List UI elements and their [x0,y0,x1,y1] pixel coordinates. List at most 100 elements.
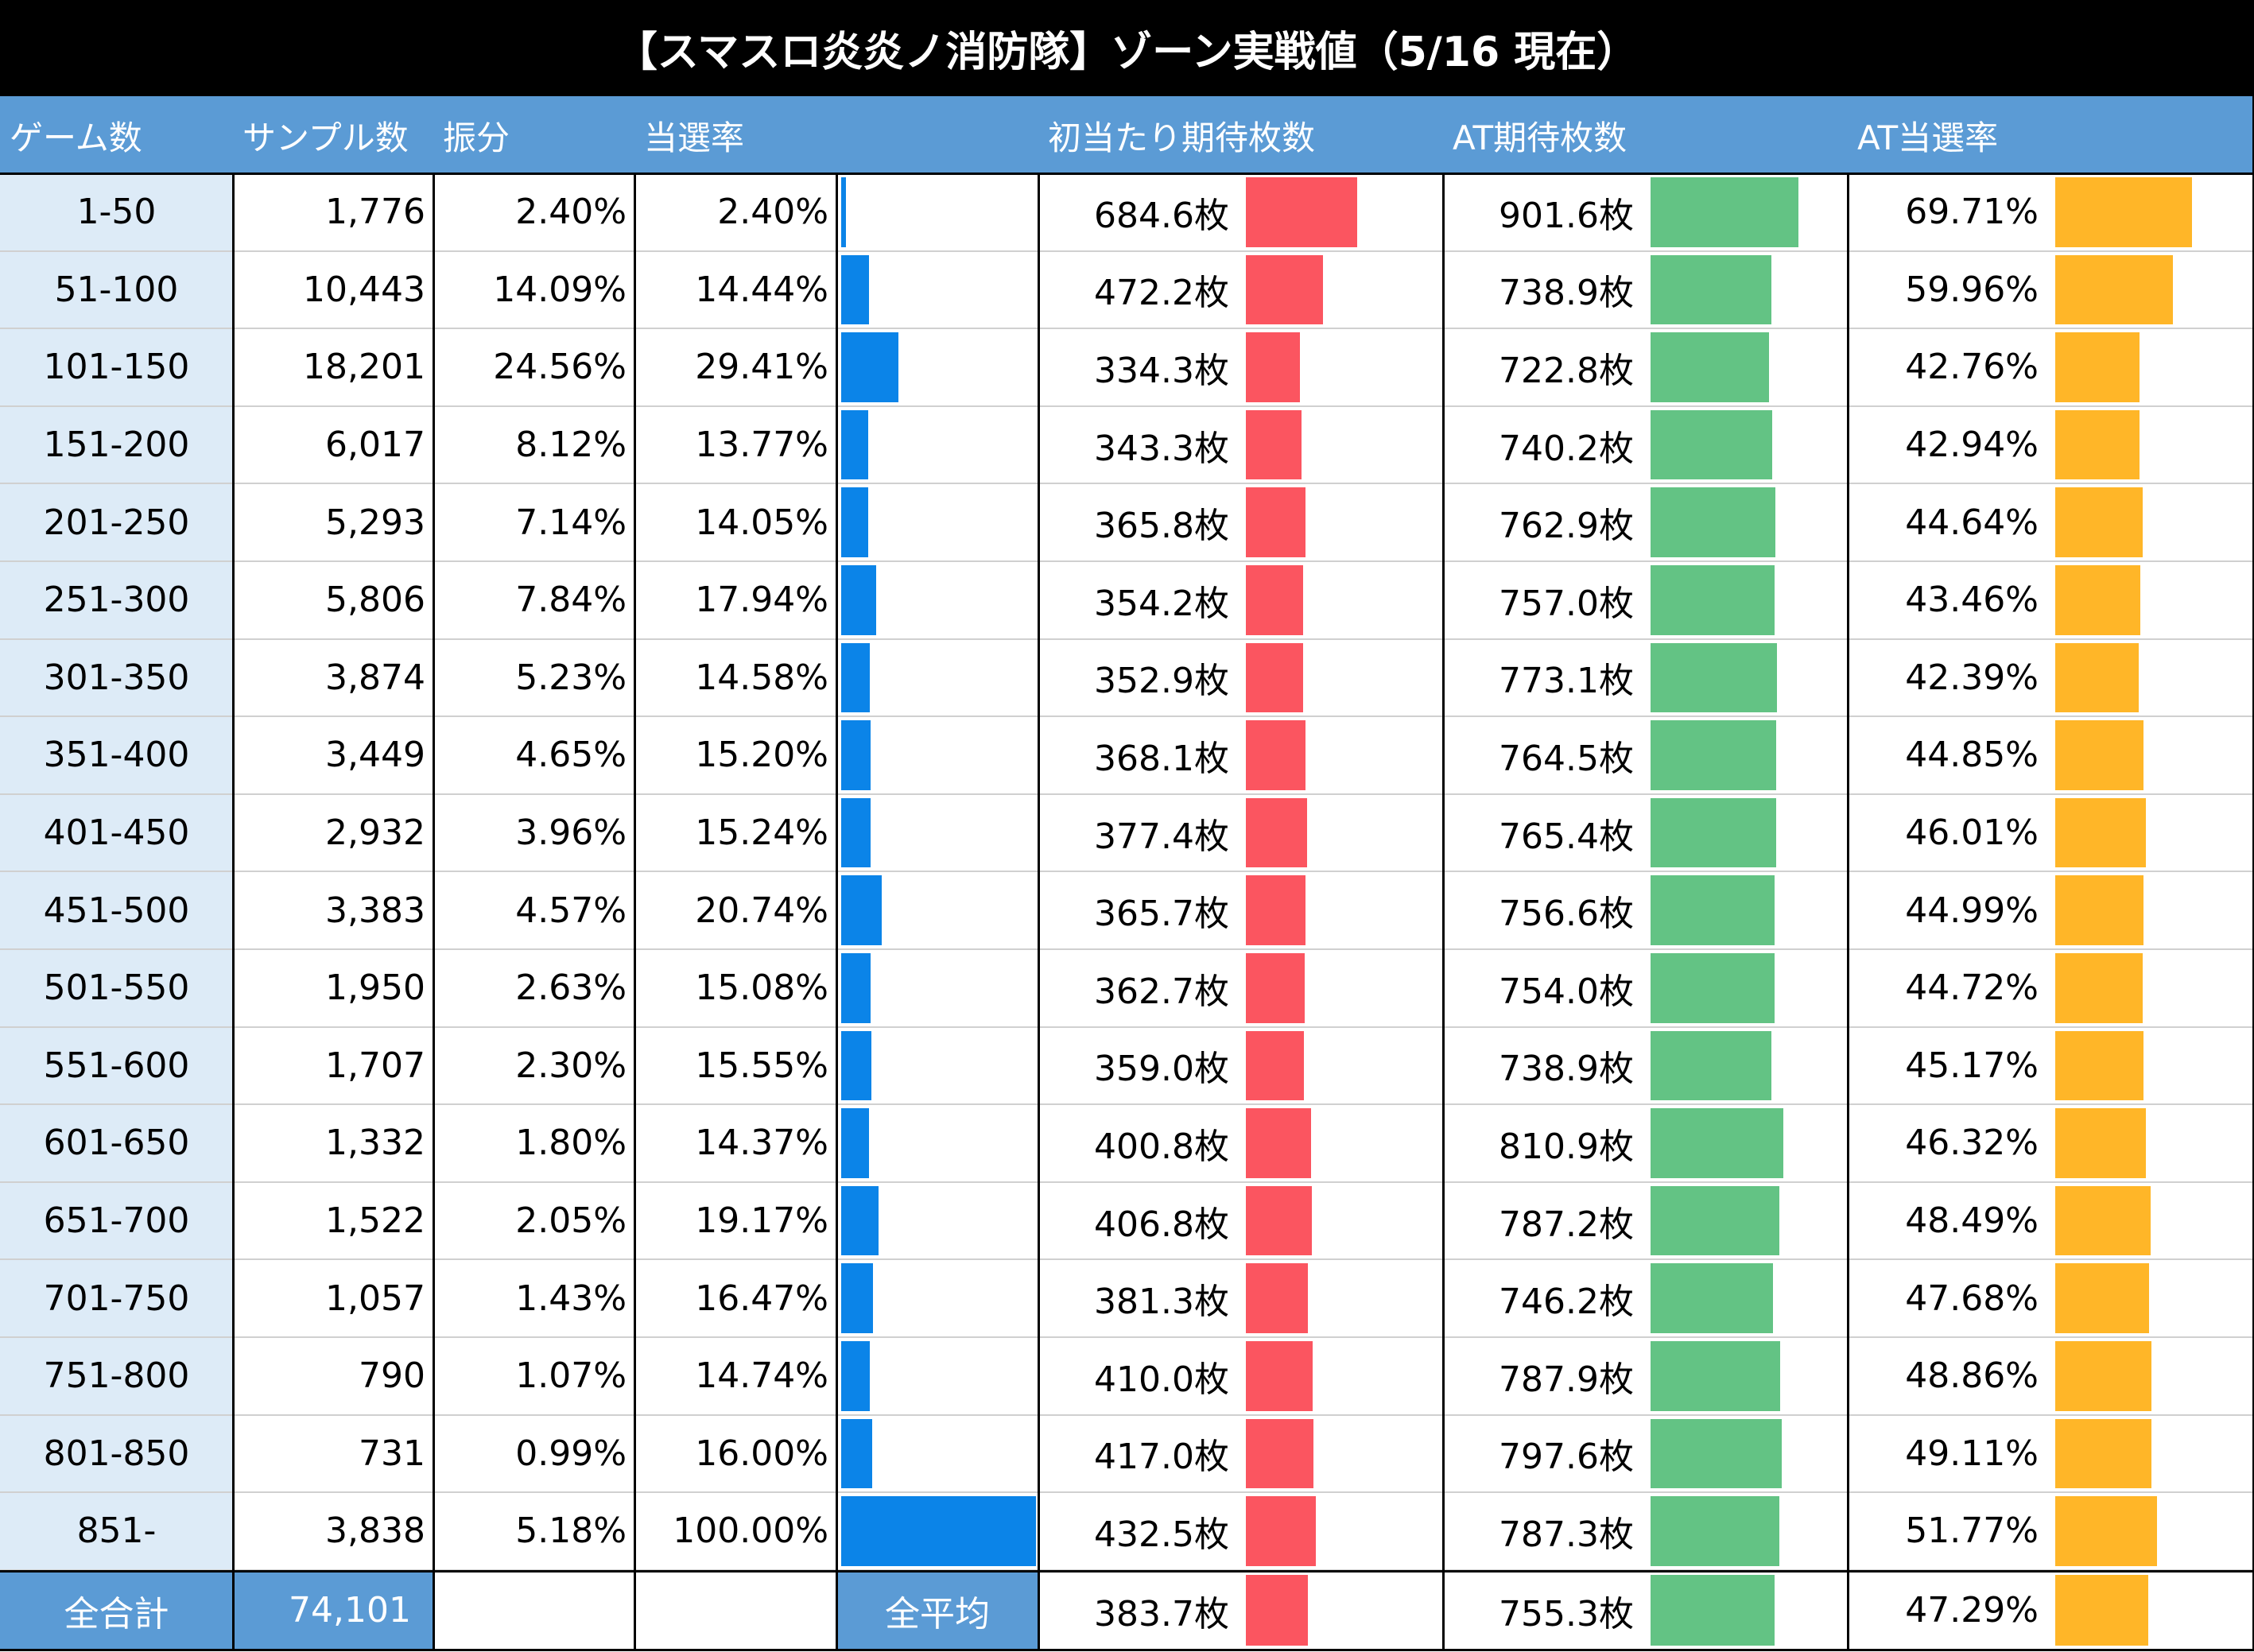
first-cell: 334.3枚 [1094,350,1229,391]
zone-cell: 751-800 [0,1338,233,1414]
first-cell: 406.8枚 [1094,1204,1229,1245]
row-divider [0,560,2254,562]
zone-cell: 201-250 [0,484,233,560]
at-bar [1651,177,1798,247]
row-divider [0,250,2254,252]
first-bar [1246,1030,1305,1101]
at-cell: 754.0枚 [1499,971,1634,1012]
at-rate-bar [2055,1108,2147,1178]
first-cell: 377.4枚 [1094,816,1229,857]
row-divider [0,638,2254,640]
first-bar [1246,1108,1311,1178]
at-rate-cell: 42.76% [1905,347,2039,388]
rate-cell: 14.74% [695,1355,828,1397]
at-bar [1651,1496,1780,1566]
first-bar [1246,797,1308,868]
column-border [634,174,636,1649]
sample-cell: 5,806 [325,580,425,621]
at-rate-bar [2055,177,2192,247]
rate-cell: 14.37% [695,1123,828,1164]
first-cell: 381.3枚 [1094,1282,1229,1323]
first-bar [1246,720,1306,790]
rate-bar [841,1263,874,1333]
at-cell: 765.4枚 [1499,816,1634,857]
at-rate-cell: 44.72% [1905,968,2039,1009]
first-bar [1246,409,1302,480]
at-rate-cell: 48.86% [1905,1355,2039,1397]
at-cell: 764.5枚 [1499,738,1634,779]
at-rate-bar [2055,875,2143,945]
first-cell: 472.2枚 [1094,273,1229,314]
zone-cell: 501-550 [0,950,233,1026]
rate-cell: 15.08% [695,968,828,1009]
rate-cell: 16.47% [695,1278,828,1319]
rate-bar [841,875,882,945]
row-divider [0,1414,2254,1416]
avg-at-rate-bar [2055,1575,2148,1646]
first-bar [1246,254,1323,325]
first-cell: 368.1枚 [1094,738,1229,779]
at-cell: 797.6枚 [1499,1437,1634,1478]
sample-cell: 3,383 [325,890,425,931]
row-divider [0,1491,2254,1494]
share-cell: 7.14% [515,502,627,543]
at-rate-bar [2055,1496,2157,1566]
rate-cell: 14.05% [695,502,828,543]
at-bar [1651,254,1772,325]
header-rate: 当選率 [634,96,836,174]
sample-cell: 1,522 [325,1200,425,1242]
at-rate-cell: 51.77% [1905,1510,2039,1552]
sample-cell: 1,950 [325,968,425,1009]
sample-cell: 10,443 [303,269,425,310]
at-rate-cell: 59.96% [1905,269,2039,310]
share-cell: 24.56% [493,347,627,388]
first-bar [1246,565,1304,635]
zone-cell: 1-50 [0,174,233,250]
header-rate-bar [836,96,1038,174]
at-bar [1651,1341,1780,1411]
rate-bar [841,409,868,480]
at-rate-bar [2055,565,2141,635]
first-bar [1246,953,1305,1023]
at-rate-cell: 43.46% [1905,580,2039,621]
row-divider [0,948,2254,950]
rate-bar [841,1496,1036,1566]
avg-at-rate: 47.29% [1905,1590,2039,1631]
at-bar [1651,1108,1784,1178]
first-bar [1246,332,1301,402]
at-rate-bar [2055,1263,2149,1333]
rate-cell: 15.20% [695,735,828,776]
total-sample: 74,101 [233,1572,433,1649]
rate-cell: 20.74% [695,890,828,931]
at-cell: 787.9枚 [1499,1359,1634,1400]
at-bar [1651,797,1776,868]
sample-cell: 18,201 [303,347,425,388]
rate-bar [841,487,869,557]
footer-top-border [0,1570,2254,1573]
at-rate-cell: 45.17% [1905,1045,2039,1086]
zone-cell: 801-850 [0,1415,233,1492]
first-cell: 365.8枚 [1094,506,1229,547]
share-cell: 2.05% [515,1200,627,1242]
column-border [2252,96,2254,1649]
first-bar [1246,1263,1308,1333]
rate-bar [841,1418,873,1489]
at-bar [1651,953,1775,1023]
share-cell: 1.43% [515,1278,627,1319]
first-bar [1246,487,1305,557]
at-cell: 738.9枚 [1499,1049,1634,1090]
header-at-bar [1646,96,1848,174]
at-bar [1651,1418,1782,1489]
at-cell: 787.2枚 [1499,1204,1634,1245]
at-bar [1651,1263,1773,1333]
sample-cell: 1,332 [325,1123,425,1164]
zone-data-table: ゲーム数 サンプル数 振分 当選率 初当たり期待枚数 AT期待枚数 AT当選率 1-50 1,7… [0,96,2254,1652]
at-rate-cell: 47.68% [1905,1278,2039,1319]
zone-cell: 401-450 [0,794,233,871]
avg-at: 755.3枚 [1499,1593,1634,1635]
first-cell: 359.0枚 [1094,1049,1229,1090]
at-rate-cell: 49.11% [1905,1433,2039,1474]
header-at: AT期待枚数 [1443,96,1646,174]
rate-bar [841,720,871,790]
row-divider [0,1336,2254,1338]
